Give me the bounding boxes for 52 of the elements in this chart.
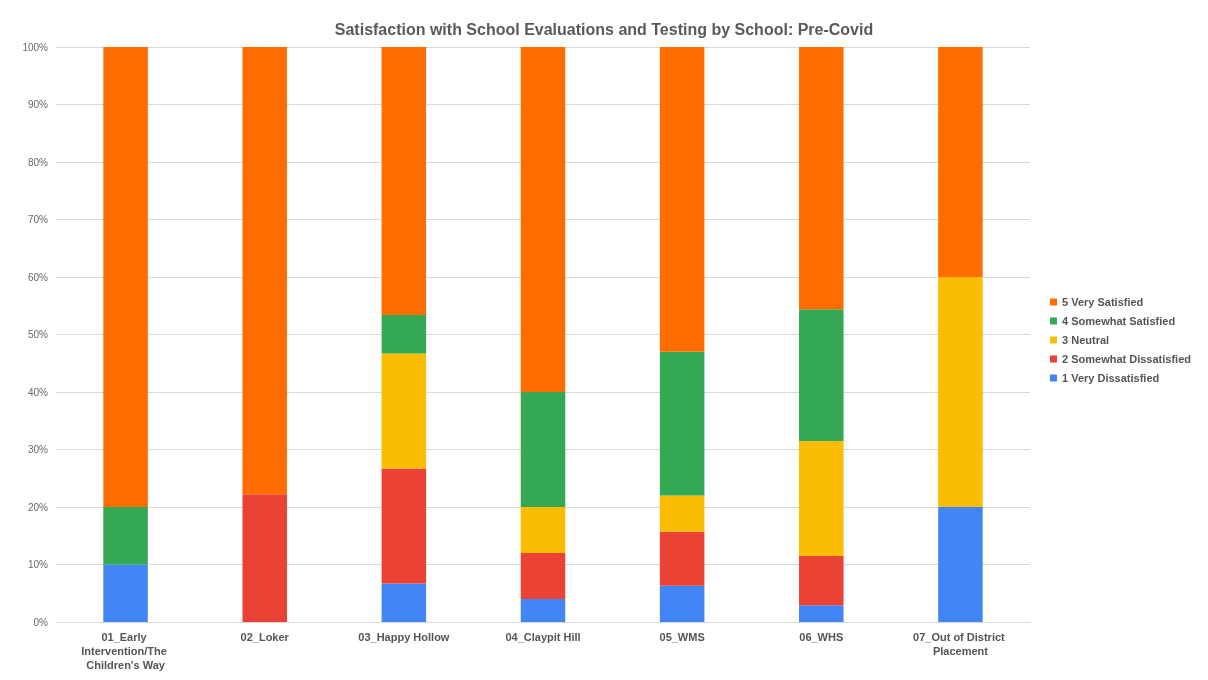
- y-tick-label: 10%: [27, 559, 49, 570]
- y-tick-label: 90%: [27, 99, 49, 110]
- bar: [381, 583, 427, 622]
- y-tick-label: 100%: [22, 41, 49, 53]
- bar: [659, 351, 705, 496]
- bar: [103, 47, 148, 507]
- bar: [520, 599, 566, 622]
- x-tick-label: 02_Loker: [240, 631, 290, 643]
- x-tick-label: 05_WMS: [659, 631, 705, 643]
- bar: [520, 47, 566, 392]
- x-tick-label: 03_Happy Hollow: [358, 631, 450, 643]
- bar: [799, 440, 844, 556]
- legend-label: 3 Neutral: [1062, 334, 1110, 346]
- bar: [938, 277, 983, 507]
- bar: [242, 494, 287, 622]
- bar: [659, 585, 705, 622]
- bar: [938, 507, 983, 622]
- bar: [103, 507, 148, 565]
- y-tick-label: 20%: [27, 501, 49, 513]
- bar: [381, 47, 427, 315]
- x-tick-label: 07_Out of District Placement: [913, 631, 1008, 657]
- x-tick-label: 01_Early Intervention/The Children's Way: [81, 631, 170, 671]
- bar: [103, 564, 148, 622]
- bar: [381, 468, 427, 584]
- chart-title: Satisfaction with School Evaluations and Testing by School: Pre-Covid: [334, 20, 874, 38]
- bar: [938, 47, 983, 277]
- bar: [799, 605, 844, 622]
- bar: [799, 555, 844, 606]
- bar: [381, 353, 427, 469]
- y-tick-label: 0%: [33, 616, 49, 628]
- bar: [799, 309, 844, 441]
- y-tick-label: 40%: [27, 386, 49, 398]
- bar: [659, 495, 705, 532]
- y-tick-label: 80%: [27, 156, 49, 168]
- legend-label: 5 Very Satisfied: [1062, 296, 1144, 308]
- bar: [381, 314, 427, 354]
- x-tick-label: 06_WHS: [799, 631, 844, 643]
- legend-label: 4 Somewhat Satisfied: [1062, 315, 1176, 327]
- bar: [520, 392, 566, 507]
- bar: [520, 507, 566, 553]
- x-tick-label: 04_Claypit Hill: [505, 631, 581, 643]
- bar: [659, 47, 705, 352]
- y-tick-label: 70%: [27, 214, 49, 225]
- y-tick-label: 50%: [27, 329, 49, 340]
- bar: [520, 553, 566, 599]
- y-tick-label: 60%: [27, 271, 49, 283]
- legend-label: 1 Very Dissatisfied: [1062, 372, 1160, 384]
- legend-label: 2 Somewhat Dissatisfied: [1062, 353, 1192, 365]
- bar: [659, 531, 705, 586]
- bar: [242, 47, 287, 495]
- bar: [799, 47, 844, 310]
- y-tick-label: 30%: [27, 444, 49, 455]
